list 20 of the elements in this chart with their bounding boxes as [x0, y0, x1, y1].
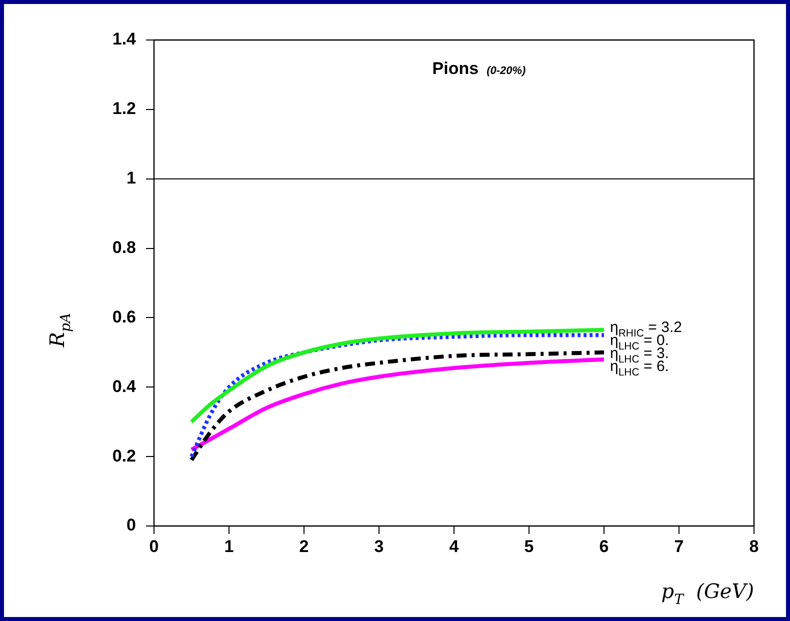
x-tick-label: 6 — [599, 536, 609, 556]
text: Pions — [432, 59, 479, 78]
y-tick-label: 0.6 — [112, 307, 136, 326]
y-axis-title: RpA — [45, 312, 74, 348]
y-tick-label: 0.4 — [112, 376, 137, 396]
y-tick-label: 0.8 — [112, 238, 136, 257]
x-tick-label: 1 — [224, 536, 234, 556]
x-tick-label: 4 — [449, 536, 460, 556]
y-tick-label: 1 — [126, 168, 136, 188]
text: (0-20%) — [486, 65, 526, 77]
x-tick-label: 7 — [674, 536, 684, 556]
y-tick-label: 1.2 — [112, 99, 136, 118]
y-tick-label: 1.4 — [112, 30, 137, 49]
x-tick-label: 5 — [524, 536, 534, 556]
x-tick-label: 3 — [374, 536, 384, 556]
y-tick-label: 0 — [126, 516, 136, 535]
x-tick-label: 0 — [149, 536, 159, 556]
x-tick-label: 2 — [299, 536, 309, 556]
y-tick-label: 0.2 — [112, 446, 136, 466]
x-tick-label: 8 — [749, 536, 759, 556]
